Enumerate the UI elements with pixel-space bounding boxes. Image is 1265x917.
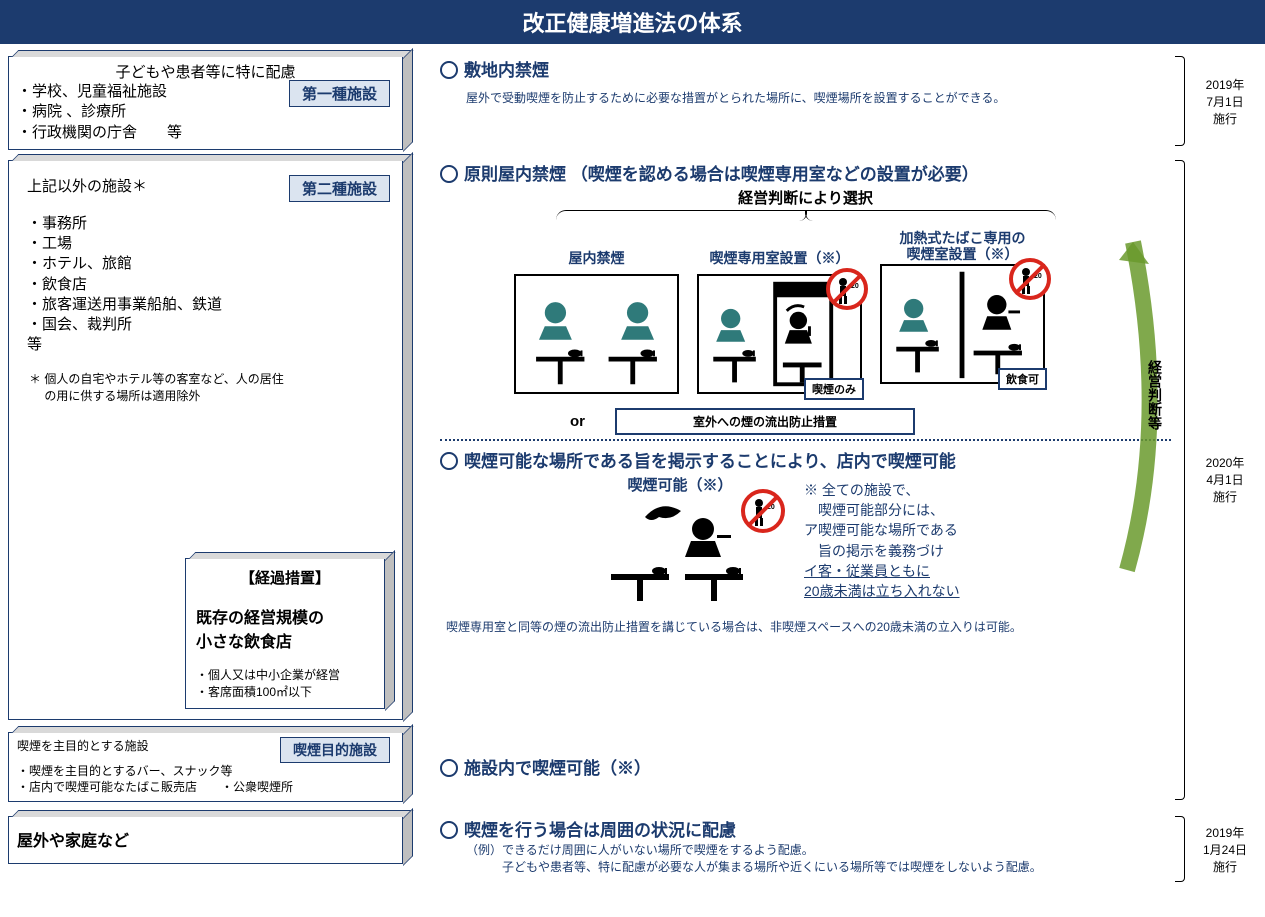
sec3-box-header: 喫煙を主目的とする施設 [17,737,280,763]
transition-body: 既存の経営規模の 小さな飲食店 [196,604,374,652]
sec4-date: 2019年 1月24日 施行 [1185,824,1265,875]
sec2-item: ・国会、裁判所 [27,315,394,335]
sec3-item: ・喫煙を主目的とするバー、スナック等 [17,763,394,779]
star-b: イ客・従業員ともに 20歳未満は立ち入れない [804,561,960,602]
option-b-tag: 喫煙のみ [804,378,864,400]
sec2-tag: 第二種施設 [289,175,390,202]
sec4-head: 喫煙を行う場合は周囲の状況に配慮 [440,816,1171,841]
sec2-transition-box: 【経過措置】 既存の経営規模の 小さな飲食店 ・個人又は中小企業が経営 ・客席面… [185,558,385,709]
circle-icon [440,61,458,79]
sec1-item: ・病院 、診療所 [17,102,289,122]
sec2-foot2: 喫煙専用室と同等の煙の流出防止措置を講じている場合は、非喫煙スペースへの20歳未… [446,618,1171,635]
leak-box: 室外への煙の流出防止措置 [615,408,915,435]
transition-title: 【経過措置】 [196,567,374,588]
sec2-item: ・工場 [27,234,394,254]
sec1-box: 子どもや患者等に特に配慮 ・学校、児童福祉施設 ・病院 、診療所 ・行政機関の庁… [8,56,403,150]
sec2-box-header: 上記以外の施設＊ [17,175,289,196]
option-b: 喫煙専用室設置（※） 20 [697,230,862,394]
sec1-head: 敷地内禁煙 [440,56,1171,81]
sec2-box: 上記以外の施設＊ 第二種施設 ・事務所 ・工場 ・ホテル、旅館 ・飲食店 ・旅客… [8,160,403,720]
sec2-head: 原則屋内禁煙 （喫煙を認める場合は喫煙専用室などの設置が必要） [440,160,1171,185]
sec2-item: ・事務所 [27,214,394,234]
sec2-head2: 喫煙可能な場所である旨を掲示することにより、店内で喫煙可能 [440,447,1171,472]
sec4-note2: 子どもや患者等、特に配慮が必要な人が集まる場所や近くにいる場所等では喫煙をしない… [466,858,1171,875]
curly-brace-icon [556,210,1056,228]
circle-icon [440,759,458,777]
sec3-head: 施設内で喫煙可能（※） [440,754,1175,779]
circle-icon [440,821,458,839]
circle-icon [440,452,458,470]
star-lead: ※ 全ての施設で、 喫煙可能部分には、 [804,480,960,521]
choose-label: 経営判断により選択 [440,187,1171,208]
dine-icon [516,276,677,392]
sec3-box: 喫煙を主目的とする施設 喫煙目的施設 ・喫煙を主目的とするバー、スナック等 ・店… [8,732,403,802]
sec1-item: ・学校、児童福祉施設 [17,82,289,102]
sec2-date: 2020年 4月1日 施行 [1185,454,1265,505]
option-b-title: 喫煙専用室設置（※） [697,248,862,268]
sec1-box-header: 子どもや患者等に特に配慮 [17,61,394,82]
sec2-item: ・ホテル、旅館 [27,254,394,274]
sec2-footnote: ＊ 個人の自宅やホテル等の客室など、人の居住 の用に供する場所は適用除外 [17,356,394,404]
option-c: 加熱式たばこ専用の 喫煙室設置（※） 20 [880,230,1045,384]
transition-note: ・客席面積100㎡以下 [196,683,374,700]
sec2-item: ・飲食店 [27,275,394,295]
sec3-item: ・店内で喫煙可能なたばこ販売店 ・公衆喫煙所 [17,779,394,795]
option-c-tag: 飲食可 [998,368,1047,390]
arc-label: 経営判断等 [1145,360,1165,430]
no-under20-icon: 20 [741,489,785,533]
sec2-item: ・旅客運送用事業船舶、鉄道 [27,295,394,315]
section-1: 子どもや患者等に特に配慮 ・学校、児童福祉施設 ・病院 、診療所 ・行政機関の庁… [8,56,1265,150]
option-a: 屋内禁煙 [514,230,679,394]
no-under20-icon: 20 [1009,258,1051,300]
sec1-date: 2019年 7月1日 施行 [1185,76,1265,127]
sec4-body: 屋外や家庭など [17,827,129,851]
sec3-tag: 喫煙目的施設 [280,737,390,763]
bracket-icon [1175,816,1185,882]
bracket-icon [1175,56,1185,146]
circle-icon [440,165,458,183]
dotted-separator [440,439,1171,441]
option-a-title: 屋内禁煙 [514,248,679,268]
section-3: 喫煙を主目的とする施設 喫煙目的施設 ・喫煙を主目的とするバー、スナック等 ・店… [8,732,1265,802]
transition-note: ・個人又は中小企業が経営 [196,666,374,683]
sec4-note1: （例）できるだけ周囲に人がいない場所で喫煙をするよう配慮。 [466,841,1171,858]
sec4-box: 屋外や家庭など [8,816,403,864]
bracket-icon [1175,160,1185,800]
section-2: 上記以外の施設＊ 第二種施設 ・事務所 ・工場 ・ホテル、旅館 ・飲食店 ・旅客… [8,160,1265,800]
sec2-item: 等 [27,335,394,355]
star-a: ア喫煙可能な場所である 旨の掲示を義務づけ [804,520,960,561]
sec1-note: 屋外で受動喫煙を防止するために必要な措置がとられた場所に、喫煙場所を設置すること… [466,89,1171,106]
page-title: 改正健康増進法の体系 [0,0,1265,44]
no-under20-icon: 20 [826,268,868,310]
section-4: 屋外や家庭など 喫煙を行う場合は周囲の状況に配慮 （例）できるだけ周囲に人がいな… [8,816,1265,882]
or-label: or [570,413,585,430]
sec1-tag: 第一種施設 [289,80,390,107]
sec1-item: ・行政機関の庁舎 等 [17,123,289,143]
